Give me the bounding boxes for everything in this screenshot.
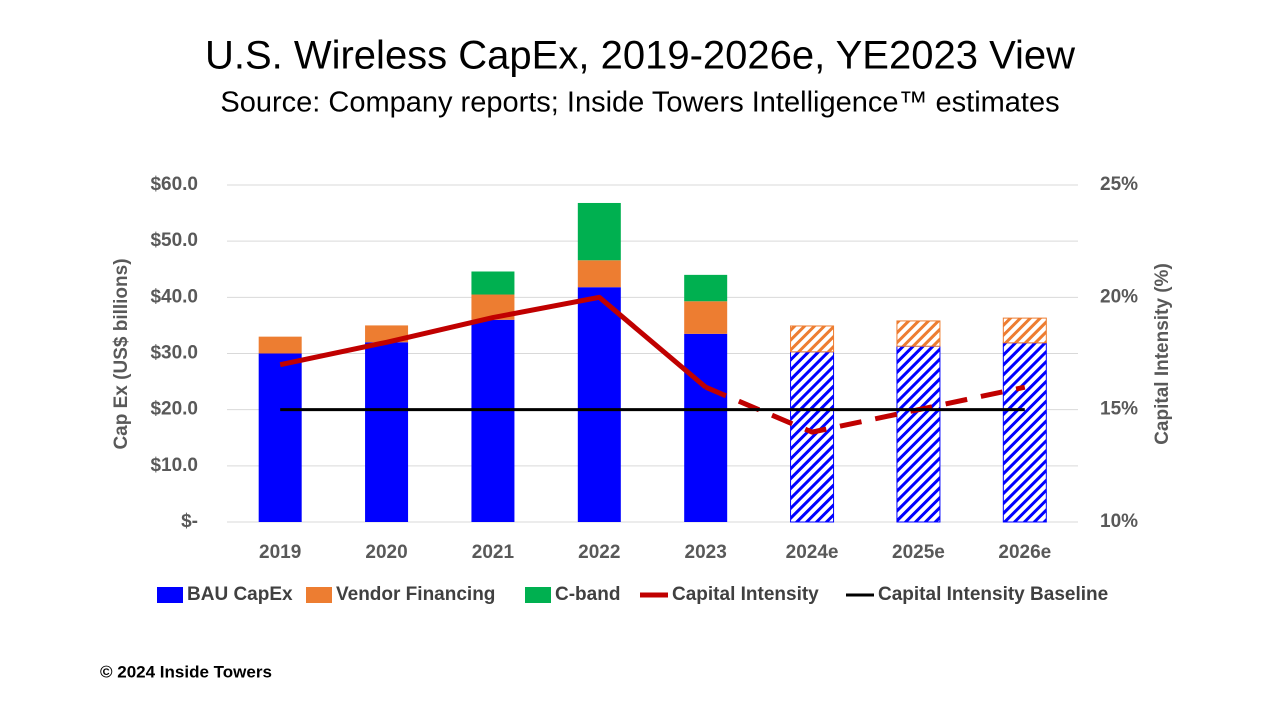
y-tick-label: $60.0 [150, 174, 198, 195]
legend-label: Vendor Financing [336, 584, 495, 605]
y2-tick-label: 20% [1100, 286, 1138, 307]
y-tick-label: $- [181, 511, 198, 532]
y2-axis-title: Capital Intensity (%) [1152, 263, 1173, 445]
y-axis-title: Cap Ex (US$ billions) [111, 258, 132, 449]
chart-subtitle: Source: Company reports; Inside Towers I… [220, 87, 1059, 119]
legend-label: Capital Intensity Baseline [878, 584, 1108, 605]
legend-label: Capital Intensity [672, 584, 819, 605]
bar-segment [258, 336, 302, 354]
y2-tick-label: 10% [1100, 511, 1138, 532]
y-tick-label: $40.0 [150, 286, 198, 307]
bar-segment [790, 325, 835, 353]
bar-segment [577, 260, 621, 288]
bar-segment [684, 301, 728, 334]
x-tick-label: 2022 [578, 542, 620, 563]
x-tick-label: 2020 [365, 542, 407, 563]
x-tick-label: 2019 [259, 542, 301, 563]
y-tick-label: $10.0 [150, 455, 198, 476]
x-tick-label: 2021 [472, 542, 515, 563]
legend-swatch [525, 587, 551, 603]
y-tick-label: $50.0 [150, 230, 198, 251]
bar-segment [577, 287, 621, 522]
legend-label: C-band [555, 584, 620, 605]
x-tick-label: 2025e [892, 542, 945, 563]
bar-segment [1002, 317, 1047, 344]
y2-tick-label: 15% [1100, 399, 1138, 420]
bar-segment [577, 202, 621, 261]
legend-label: BAU CapEx [187, 584, 293, 605]
legend-swatch [157, 587, 183, 603]
x-tick-label: 2026e [998, 542, 1051, 563]
footer: © 2024 Inside Towers [100, 662, 272, 681]
bar-segment [684, 333, 728, 522]
x-tick-label: 2023 [685, 542, 727, 563]
line-series [279, 294, 708, 390]
legend-swatch [306, 587, 332, 603]
bar-segment [471, 319, 515, 522]
bar-segment [790, 351, 835, 523]
bar-segment [1002, 342, 1047, 523]
chart-title: U.S. Wireless CapEx, 2019-2026e, YE2023 … [205, 34, 1075, 78]
bar-segment [684, 274, 728, 302]
bar-segment [471, 271, 515, 295]
bar-segment [258, 353, 302, 522]
y-tick-label: $20.0 [150, 399, 198, 420]
bar-segment [896, 320, 941, 347]
bar-segment [896, 345, 941, 523]
x-tick-label: 2024e [786, 542, 839, 563]
bar-segment [365, 342, 409, 522]
y-tick-label: $30.0 [150, 343, 198, 364]
y2-tick-label: 25% [1100, 174, 1138, 195]
